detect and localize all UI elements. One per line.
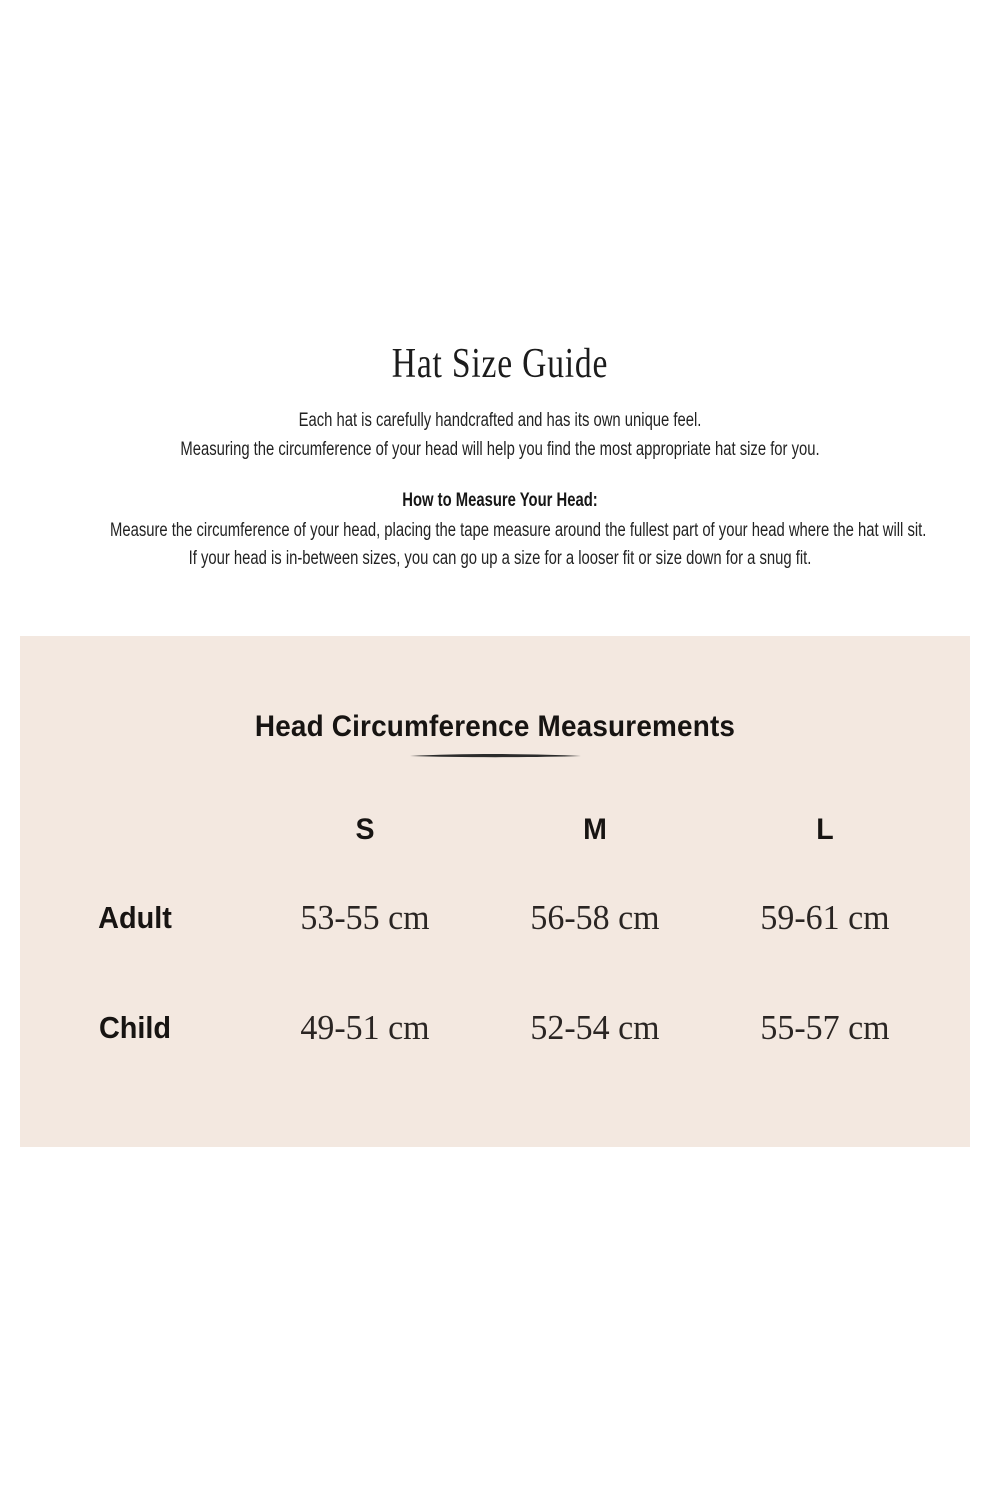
adult-size-l-value: 59-61 cm (760, 897, 890, 937)
row-label-child: Child (98, 1009, 172, 1045)
measurements-panel: Head Circumference Measurements S M L Ad… (20, 636, 970, 1147)
how-to-measure-section: How to Measure Your Head: Measure the ci… (0, 486, 1000, 573)
how-to-measure-line-1: Measure the circumference of your head, … (110, 520, 927, 541)
how-to-measure-heading: How to Measure Your Head: (402, 490, 598, 511)
intro-line-2: Measuring the circumference of your head… (180, 438, 820, 460)
intro-line-1: Each hat is carefully handcrafted and ha… (298, 410, 702, 431)
page-title: Hat Size Guide (391, 341, 609, 387)
intro-text: Each hat is carefully handcrafted and ha… (0, 407, 1000, 464)
column-header-l: L (816, 813, 834, 846)
column-header-m: M (583, 813, 607, 846)
adult-size-m-value: 56-58 cm (530, 897, 660, 937)
adult-size-s-value: 53-55 cm (300, 897, 430, 937)
child-size-m-value: 52-54 cm (530, 1007, 660, 1047)
row-label-adult: Adult (98, 899, 172, 935)
measurements-heading: Head Circumference Measurements (254, 710, 736, 743)
how-to-measure-line-2: If your head is in-between sizes, you ca… (188, 548, 812, 569)
size-table: S M L Adult 53-55 cm 56-58 cm 59-61 cm C… (20, 810, 970, 1070)
column-header-s: S (355, 813, 375, 846)
swash-divider-icon (409, 754, 581, 758)
child-size-s-value: 49-51 cm (300, 1007, 430, 1047)
child-size-l-value: 55-57 cm (760, 1007, 890, 1047)
